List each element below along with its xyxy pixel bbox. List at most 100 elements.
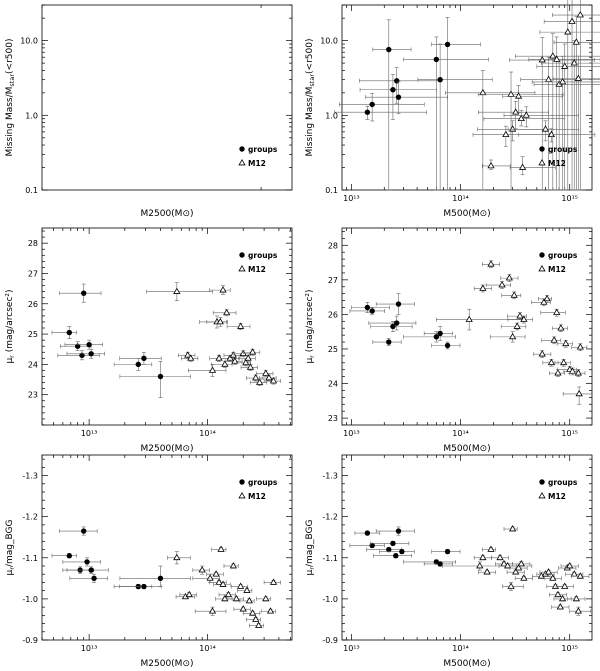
data-point [269,377,278,384]
legend-marker [238,491,246,499]
data-point [390,87,396,93]
data-point [244,354,252,361]
data-point [81,528,87,534]
axis-label: M2500(M⊙) [141,209,194,219]
y-tick-label: 24 [328,380,338,389]
data-point [549,52,557,59]
data-point [217,545,225,552]
chart-panel-r1c1: 10¹³ 10¹⁴ 10¹⁵ 23 24 25 26 27 28 M500(M⊙) μr (mag/… [305,227,593,454]
data-point [547,358,556,366]
data-point [224,590,233,598]
data-point [444,548,451,555]
data-point [390,323,396,330]
legend-label: groups [548,145,578,154]
data-point [364,530,371,536]
data-point [187,354,195,361]
data-point [512,568,520,575]
axis-label: Missing Mass/Mstar(<r500) [305,39,316,157]
data-point [66,329,72,336]
axis-label: M500(M⊙) [443,209,490,219]
data-point [574,607,582,614]
axis-label: μr/mag_BGG [305,520,316,576]
plot-frame [41,227,293,426]
y-tick-label: 24 [28,360,38,369]
data-point [242,358,250,366]
data-point [549,574,557,581]
y-tick-label: 0.1 [325,186,338,195]
data-point [248,348,257,355]
y-tick-label: 25 [28,330,38,339]
data-point [74,343,81,349]
x-tick-label: 10¹³ [81,429,98,438]
legend-label: M12 [248,159,266,168]
data-point [141,583,147,590]
y-tick-label: -1.0 [322,595,338,604]
data-point [255,621,263,628]
data-point [236,582,245,589]
y-tick-label: -1.1 [322,554,338,563]
y-tick-label: -1.3 [22,472,38,481]
y-tick-label: 28 [28,239,38,248]
data-point [266,607,275,614]
y-tick-label: 25 [328,345,338,354]
y-tick-label: 10.0 [320,37,338,46]
legend: groups M12 [238,251,278,274]
data-point [433,56,440,63]
data-point [517,559,525,567]
data-point [208,607,217,614]
data-point [562,339,570,347]
x-tick-label: 10¹⁵ [561,429,578,438]
data-point [509,332,517,340]
data-point [514,92,523,99]
data-point [479,553,487,561]
y-tick-label: 23 [28,391,38,400]
x-tick-label: 10¹⁵ [561,194,578,203]
series-M12 [146,282,281,386]
y-tick-label: 0.1 [25,186,38,195]
data-point [386,546,392,553]
data-point [520,574,528,581]
legend-label: groups [248,251,278,260]
data-point [221,594,229,602]
data-point [246,363,255,370]
data-point [141,355,147,362]
data-point [223,308,231,316]
data-point [444,342,451,349]
y-tick-label: -1.3 [322,472,338,481]
data-point [505,274,514,281]
data-point [576,572,584,579]
data-point [574,369,582,376]
data-point [88,567,94,573]
data-point [66,553,72,559]
data-point [229,351,237,358]
data-point [157,575,164,582]
data-point [544,75,553,83]
chart-panel-r2c1: 10¹³ 10¹⁴ 10¹⁵ -1.3 -1.2 -1.1 -1.0 -0.9 M500(M⊙)… [305,454,593,669]
data-point [502,130,510,138]
data-point [433,334,440,340]
x-tick-label: 10¹⁵ [561,644,578,653]
data-point [558,77,567,85]
legend-marker [539,146,545,152]
data-point [173,553,181,561]
data-point [232,594,241,602]
y-tick-label: -1.1 [22,554,38,563]
axis-label: M500(M⊙) [443,659,490,669]
legend-label: M12 [548,492,566,501]
data-point [399,548,405,555]
data-point [479,88,487,96]
legend-label: groups [248,145,278,154]
y-tick-label: 28 [328,241,338,250]
data-point [262,594,270,602]
data-point [252,374,260,381]
x-tick-label: 10¹³ [343,194,360,203]
data-point [479,284,487,291]
data-point [465,315,473,322]
data-point [514,564,523,571]
legend-label: M12 [248,492,266,501]
plot-frame [341,227,593,426]
series-M12 [442,524,592,616]
data-point [487,545,495,552]
data-point [226,354,234,361]
